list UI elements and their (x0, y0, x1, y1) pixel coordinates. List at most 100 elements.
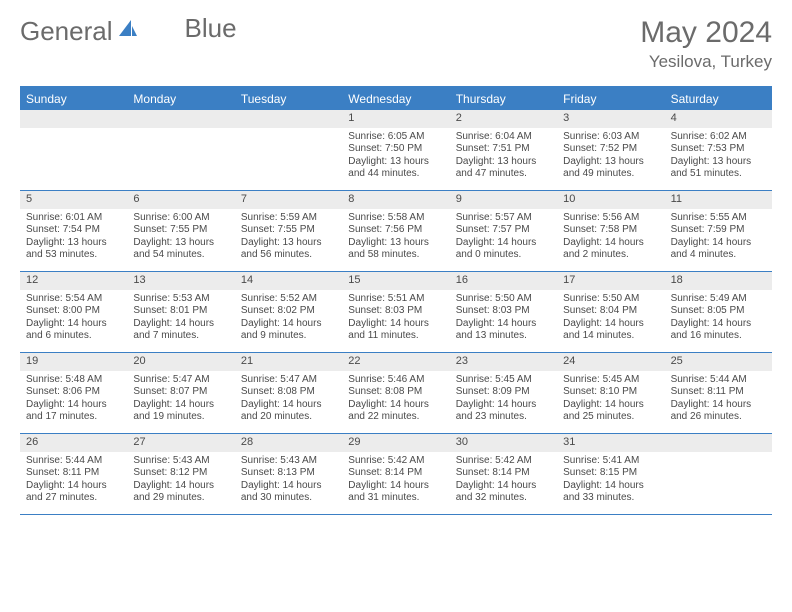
day-number: 23 (450, 353, 557, 371)
sunrise-text: Sunrise: 6:05 AM (348, 131, 443, 144)
daylight-text: Daylight: 14 hours and 29 minutes. (133, 480, 228, 505)
calendar-cell: 7Sunrise: 5:59 AMSunset: 7:55 PMDaylight… (235, 191, 342, 271)
day-number: 7 (235, 191, 342, 209)
cell-body: Sunrise: 5:47 AMSunset: 8:07 PMDaylight:… (127, 373, 234, 428)
day-number: 19 (20, 353, 127, 371)
sunset-text: Sunset: 8:14 PM (456, 467, 551, 480)
sunset-text: Sunset: 8:04 PM (563, 305, 658, 318)
cell-body: Sunrise: 5:56 AMSunset: 7:58 PMDaylight:… (557, 211, 664, 266)
sunset-text: Sunset: 8:13 PM (241, 467, 336, 480)
calendar-cell: 11Sunrise: 5:55 AMSunset: 7:59 PMDayligh… (665, 191, 772, 271)
calendar-cell: 29Sunrise: 5:42 AMSunset: 8:14 PMDayligh… (342, 434, 449, 514)
day-name: Wednesday (342, 88, 449, 110)
day-number (235, 110, 342, 128)
calendar-cell: 28 Sunrise: 5:43 AMSunset: 8:13 PMDayligh… (235, 434, 342, 514)
calendar-cell (20, 110, 127, 190)
sunset-text: Sunset: 7:56 PM (348, 224, 443, 237)
daylight-text: Daylight: 13 hours and 53 minutes. (26, 237, 121, 262)
day-name: Thursday (450, 88, 557, 110)
day-number: 2 (450, 110, 557, 128)
cell-body: Sunrise: 5:43 AMSunset: 8:12 PMDaylight:… (127, 454, 234, 509)
calendar-week: 19Sunrise: 5:48 AMSunset: 8:06 PMDayligh… (20, 353, 772, 434)
sunset-text: Sunset: 7:55 PM (241, 224, 336, 237)
calendar-cell: 18Sunrise: 5:49 AMSunset: 8:05 PMDayligh… (665, 272, 772, 352)
day-number: 22 (342, 353, 449, 371)
sunrise-text: Sunrise: 5:46 AM (348, 374, 443, 387)
cell-body: Sunrise: 5:41 AMSunset: 8:15 PMDaylight:… (557, 454, 664, 509)
daylight-text: Daylight: 14 hours and 14 minutes. (563, 318, 658, 343)
cell-body: Sunrise: 5:43 AMSunset: 8:13 PMDaylight:… (235, 454, 342, 509)
brand-logo: General Blue (20, 16, 237, 47)
day-number: 16 (450, 272, 557, 290)
sunset-text: Sunset: 8:06 PM (26, 386, 121, 399)
calendar-cell (127, 110, 234, 190)
daylight-text: Daylight: 13 hours and 44 minutes. (348, 156, 443, 181)
cell-body: Sunrise: 5:57 AMSunset: 7:57 PMDaylight:… (450, 211, 557, 266)
day-number: 12 (20, 272, 127, 290)
title-block: May 2024 Yesilova, Turkey (640, 16, 772, 72)
daylight-text: Daylight: 14 hours and 25 minutes. (563, 399, 658, 424)
sunrise-text: Sunrise: 5:52 AM (241, 293, 336, 306)
calendar-cell: 6Sunrise: 6:00 AMSunset: 7:55 PMDaylight… (127, 191, 234, 271)
sunset-text: Sunset: 8:08 PM (241, 386, 336, 399)
cell-body: Sunrise: 5:54 AMSunset: 8:00 PMDaylight:… (20, 292, 127, 347)
sunset-text: Sunset: 7:55 PM (133, 224, 228, 237)
cell-body: Sunrise: 6:00 AMSunset: 7:55 PMDaylight:… (127, 211, 234, 266)
calendar: SundayMondayTuesdayWednesdayThursdayFrid… (20, 86, 772, 515)
sunrise-text: Sunrise: 5:45 AM (563, 374, 658, 387)
location-label: Yesilova, Turkey (640, 52, 772, 72)
cell-body: Sunrise: 5:45 AMSunset: 8:09 PMDaylight:… (450, 373, 557, 428)
calendar-cell: 22Sunrise: 5:46 AMSunset: 8:08 PMDayligh… (342, 353, 449, 433)
day-number: 8 (342, 191, 449, 209)
daylight-text: Daylight: 14 hours and 19 minutes. (133, 399, 228, 424)
day-number: 27 (127, 434, 234, 452)
day-name: Tuesday (235, 88, 342, 110)
cell-body: Sunrise: 6:04 AMSunset: 7:51 PMDaylight:… (450, 130, 557, 185)
cell-body: Sunrise: 5:42 AMSunset: 8:14 PMDaylight:… (342, 454, 449, 509)
calendar-cell: 13Sunrise: 5:53 AMSunset: 8:01 PMDayligh… (127, 272, 234, 352)
daylight-text: Daylight: 14 hours and 17 minutes. (26, 399, 121, 424)
day-number: 15 (342, 272, 449, 290)
sunrise-text: Sunrise: 5:50 AM (456, 293, 551, 306)
sunrise-text: Sunrise: 5:41 AM (563, 455, 658, 468)
sunrise-text: Sunrise: 5:44 AM (26, 455, 121, 468)
calendar-day-header: SundayMondayTuesdayWednesdayThursdayFrid… (20, 88, 772, 110)
daylight-text: Daylight: 14 hours and 32 minutes. (456, 480, 551, 505)
cell-body: Sunrise: 5:44 AMSunset: 8:11 PMDaylight:… (20, 454, 127, 509)
day-number: 5 (20, 191, 127, 209)
calendar-cell: 9Sunrise: 5:57 AMSunset: 7:57 PMDaylight… (450, 191, 557, 271)
daylight-text: Daylight: 14 hours and 7 minutes. (133, 318, 228, 343)
daylight-text: Daylight: 14 hours and 30 minutes. (241, 480, 336, 505)
day-name: Monday (127, 88, 234, 110)
day-number (665, 434, 772, 452)
day-number: 18 (665, 272, 772, 290)
sunrise-text: Sunrise: 5:53 AM (133, 293, 228, 306)
calendar-cell: 20 Sunrise: 5:47 AMSunset: 8:07 PMDayligh… (127, 353, 234, 433)
page-header: General Blue May 2024 Yesilova, Turkey (20, 16, 772, 72)
calendar-cell: 10Sunrise: 5:56 AMSunset: 7:58 PMDayligh… (557, 191, 664, 271)
day-number: 24 (557, 353, 664, 371)
sunrise-text: Sunrise: 5:42 AM (348, 455, 443, 468)
cell-body: Sunrise: 5:51 AMSunset: 8:03 PMDaylight:… (342, 292, 449, 347)
calendar-cell: 4Sunrise: 6:02 AMSunset: 7:53 PMDaylight… (665, 110, 772, 190)
sunrise-text: Sunrise: 6:04 AM (456, 131, 551, 144)
daylight-text: Daylight: 14 hours and 20 minutes. (241, 399, 336, 424)
day-number: 26 (20, 434, 127, 452)
day-number: 20 (127, 353, 234, 371)
calendar-week: 1Sunrise: 6:05 AMSunset: 7:50 PMDaylight… (20, 110, 772, 191)
sunrise-text: Sunrise: 6:02 AM (671, 131, 766, 144)
daylight-text: Daylight: 14 hours and 6 minutes. (26, 318, 121, 343)
daylight-text: Daylight: 13 hours and 47 minutes. (456, 156, 551, 181)
calendar-cell: 2 Sunrise: 6:04 AMSunset: 7:51 PMDaylight… (450, 110, 557, 190)
day-number: 30 (450, 434, 557, 452)
cell-body: Sunrise: 5:50 AMSunset: 8:03 PMDaylight:… (450, 292, 557, 347)
sail-icon (117, 16, 139, 47)
sunset-text: Sunset: 7:59 PM (671, 224, 766, 237)
day-number: 28 (235, 434, 342, 452)
sunrise-text: Sunrise: 5:47 AM (133, 374, 228, 387)
day-number: 17 (557, 272, 664, 290)
sunset-text: Sunset: 7:51 PM (456, 143, 551, 156)
sunrise-text: Sunrise: 5:59 AM (241, 212, 336, 225)
cell-body: Sunrise: 5:53 AMSunset: 8:01 PMDaylight:… (127, 292, 234, 347)
calendar-week: 26 Sunrise: 5:44 AMSunset: 8:11 PMDayligh… (20, 434, 772, 515)
